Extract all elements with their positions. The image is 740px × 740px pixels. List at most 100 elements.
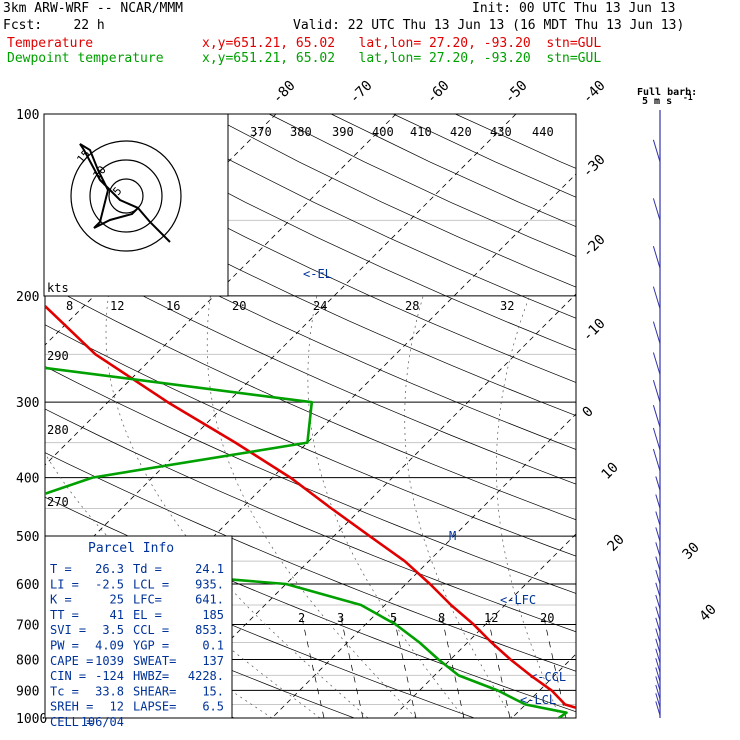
temperature-axis-label: -10 <box>580 316 609 345</box>
mixing-ratio-label: 3 <box>337 611 344 625</box>
theta-label: 280 <box>47 423 69 437</box>
parcel-info-value: 185 <box>202 608 224 622</box>
parcel-info-key: Td = <box>133 562 162 576</box>
mixing-ratio-line <box>487 617 511 718</box>
parcel-info-value: 137 <box>202 654 224 668</box>
moist-adiabat-line <box>45 452 321 718</box>
parcel-info-value: 935. <box>195 577 224 591</box>
theta-label: 380 <box>290 125 312 139</box>
dry-adiabat-line <box>45 283 576 521</box>
pressure-tick-label: 1000 <box>16 712 47 727</box>
wind-barb <box>652 380 661 403</box>
isotherm-line <box>391 533 576 718</box>
parcel-info-key: CELL = <box>50 715 93 729</box>
isotherm-line <box>151 293 576 718</box>
hodograph-axis-label: kts <box>47 281 69 295</box>
hodograph-trace <box>79 143 171 243</box>
parcel-info-value: 106/04 <box>81 715 124 729</box>
wind-barb <box>652 321 661 344</box>
parcel-info-key: LI = <box>50 577 79 591</box>
moist-adiabat-line <box>652 296 740 718</box>
parcel-info-key: LAPSE= <box>133 700 176 714</box>
wind-barb <box>655 556 661 571</box>
parcel-info-key: EL = <box>133 608 162 622</box>
wind-barb <box>655 667 661 682</box>
temperature-series <box>45 304 576 710</box>
model-title: 3km ARW-WRF -- NCAR/MMM <box>3 1 184 16</box>
moist-adiabat-line <box>581 296 636 718</box>
dewpoint-legend: Dewpoint temperature <box>7 51 164 66</box>
parcel-info-key: PW = <box>50 639 79 653</box>
parcel-info-key: CCL = <box>133 623 169 637</box>
pressure-tick-label: 200 <box>16 290 39 305</box>
wind-barb <box>655 684 661 700</box>
pressure-tick-label: 600 <box>16 578 39 593</box>
wind-barb <box>655 617 661 632</box>
pressure-tick-label: 300 <box>16 396 39 411</box>
parcel-info-value: 33.8 <box>95 684 124 698</box>
parcel-info-value: 641. <box>195 593 224 607</box>
mixing-ratio-line <box>441 617 465 718</box>
dry-adiabat-line <box>455 114 576 169</box>
wind-barb <box>655 676 661 691</box>
parcel-info-value: -2.5 <box>95 577 124 591</box>
sounding-annotation: <-LCL <box>520 693 556 707</box>
parcel-info-key: LCL = <box>133 577 169 591</box>
parcel-info-key: TT = <box>50 608 79 622</box>
temperature-axis-label: -30 <box>580 152 609 181</box>
moist-adiabat-line <box>702 296 740 718</box>
pressure-tick-label: 100 <box>16 108 39 123</box>
parcel-info-value: 24.1 <box>195 562 224 576</box>
theta-label: 440 <box>532 125 554 139</box>
pressure-tick-label: 900 <box>16 684 39 699</box>
parcel-info-key: SWEAT= <box>133 654 176 668</box>
barb-legend-units: 5 m s <box>642 96 672 107</box>
parcel-info-value: 4228. <box>188 669 224 683</box>
sounding-annotation: <-LFC <box>500 593 536 607</box>
dry-adiabat-line <box>268 114 576 257</box>
parcel-info-value: 1039 <box>95 654 124 668</box>
parcel-info-value: 12 <box>110 700 124 714</box>
wind-barb <box>655 494 661 509</box>
moist-adiabat-line <box>404 295 513 718</box>
temperature-axis-label: -70 <box>347 78 376 107</box>
temperature-location: x,y=651.21, 65.02 lat,lon= 27.20, -93.20… <box>202 36 602 51</box>
wind-barb <box>655 693 661 708</box>
isotherm-line <box>632 114 740 718</box>
init-time: Init: 00 UTC Thu 13 Jun 13 <box>472 1 676 16</box>
parcel-info-key: K = <box>50 593 72 607</box>
parcel-info-key: Tc = <box>50 684 79 698</box>
wind-barb <box>655 648 661 663</box>
parcel-info-value: 4.09 <box>95 639 124 653</box>
parcel-info-value: 25 <box>110 593 124 607</box>
parcel-info-value: 26.3 <box>95 562 124 576</box>
sounding-annotation: <-CCL <box>530 670 566 684</box>
hodograph-speed-label: 12 <box>110 299 124 313</box>
dry-adiabat-line <box>45 324 576 557</box>
dry-adiabat-line <box>45 452 576 672</box>
parcel-info-value: 853. <box>195 623 224 637</box>
theta-label: 400 <box>372 125 394 139</box>
mixing-ratio-line <box>393 617 417 718</box>
parcel-info-key: SVI = <box>50 623 86 637</box>
dry-adiabat-line <box>331 114 576 227</box>
theta-label: 390 <box>332 125 354 139</box>
wind-barb <box>655 511 661 526</box>
wind-barb <box>655 582 661 597</box>
dewpoint-location: x,y=651.21, 65.02 lat,lon= 27.20, -93.20… <box>202 51 602 66</box>
parcel-info-value: -124 <box>95 669 124 683</box>
plot-frame <box>44 113 577 719</box>
temperature-axis-label: -50 <box>502 78 531 107</box>
dry-adiabat-line <box>144 114 576 319</box>
wind-barb <box>655 476 661 491</box>
dry-adiabat-line <box>45 243 576 485</box>
mixing-ratio-line <box>340 617 364 718</box>
hodograph-speed-label: 24 <box>313 299 327 313</box>
wind-barb <box>655 569 661 585</box>
parcel-info-value: 6.5 <box>202 700 224 714</box>
wind-barb <box>655 594 661 610</box>
wind-barb <box>652 448 661 472</box>
theta-label: 290 <box>47 349 69 363</box>
wind-barb <box>655 628 661 643</box>
